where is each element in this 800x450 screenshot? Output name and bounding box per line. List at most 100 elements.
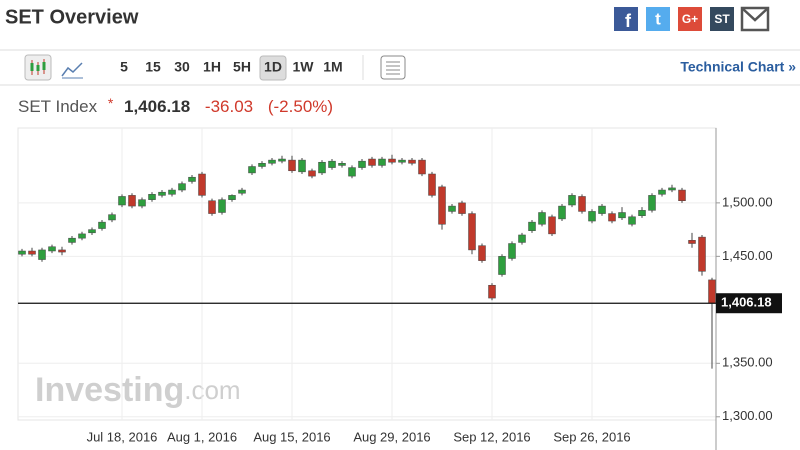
interval-button[interactable]: 1H — [203, 59, 221, 75]
last-price-label: 1,406.18 — [721, 295, 772, 310]
x-tick-label: Sep 26, 2016 — [553, 429, 630, 444]
candle-body — [558, 205, 566, 220]
interval-active-bg — [259, 55, 287, 81]
candle-body — [548, 216, 556, 235]
mail-flap — [742, 8, 768, 22]
interval-button[interactable]: 1W — [293, 59, 315, 75]
x-tick-label: Sep 12, 2016 — [453, 429, 530, 444]
twitter-icon[interactable] — [646, 7, 670, 31]
y-tick-label: 1,450.00 — [722, 248, 773, 263]
x-tick-label: Aug 15, 2016 — [253, 429, 330, 444]
candle-body — [598, 205, 606, 214]
quote-line: SET Index * 1,406.18 -36.03 (-2.50%) — [18, 93, 333, 116]
x-tick-label: Aug 29, 2016 — [353, 429, 430, 444]
candle-body — [498, 256, 506, 275]
candle-body — [58, 249, 66, 253]
y-tick-label: 1,500.00 — [722, 194, 773, 209]
candle-body — [508, 243, 516, 259]
candle-body — [458, 202, 466, 214]
candle-body — [608, 213, 616, 222]
candle-body — [398, 159, 406, 163]
candle-body — [438, 186, 446, 225]
candle-body — [88, 229, 96, 234]
interval-button[interactable]: 15 — [145, 59, 161, 75]
candle-body — [378, 158, 386, 166]
candle-body — [708, 279, 716, 304]
facebook-icon[interactable] — [614, 7, 638, 31]
candle-body — [428, 173, 436, 196]
twitter-letter: t — [655, 9, 661, 28]
candle-body — [638, 210, 646, 216]
calendar-button[interactable] — [380, 55, 406, 80]
candle-body — [268, 159, 276, 164]
change-percent: (-2.50%) — [268, 97, 333, 116]
candle-body — [178, 183, 186, 191]
candle-body — [188, 176, 196, 182]
plot: 1,300.00 1,350.00 1,450.00 1,500.00 Jul 18, … — [18, 128, 782, 450]
candle-body — [338, 163, 346, 166]
stocktwits-letter: ST — [714, 12, 730, 26]
stocktwits-icon[interactable] — [710, 7, 734, 31]
gplus-icon[interactable] — [678, 7, 702, 31]
candle-body — [218, 199, 226, 213]
facebook-letter: f — [625, 11, 632, 31]
candle-body — [248, 166, 256, 174]
candle-body — [38, 249, 46, 260]
candle-body — [568, 195, 576, 206]
candle-body — [698, 236, 706, 272]
share-icons: f t G+ ST — [614, 6, 770, 32]
interval-button[interactable]: 1M — [323, 59, 342, 75]
last-price: 1,406.18 — [124, 97, 190, 116]
candle-body — [258, 163, 266, 167]
interval-button[interactable]: 5H — [233, 59, 251, 75]
candle-body — [208, 200, 216, 214]
candle-body — [618, 212, 626, 219]
candle-body — [128, 195, 136, 207]
candle-body — [648, 195, 656, 211]
candle-body — [488, 284, 496, 299]
candle-body — [168, 189, 176, 195]
line-type-button[interactable] — [61, 62, 83, 77]
candle-body — [28, 250, 36, 255]
candle-body — [238, 189, 246, 194]
candle-body — [678, 189, 686, 201]
candle-icon-bodies — [30, 62, 46, 71]
x-tick-label: Jul 18, 2016 — [87, 429, 158, 444]
interval-button[interactable]: 5 — [120, 59, 128, 75]
candle-body — [288, 159, 296, 172]
candle-body — [118, 196, 126, 206]
gplus-letter: G+ — [682, 12, 698, 26]
interval-button[interactable]: 30 — [174, 59, 190, 75]
watermark-brand: Investing — [35, 371, 184, 409]
candle-body — [348, 167, 356, 177]
watermark-suffix: .com — [184, 375, 240, 405]
candle-body — [98, 221, 106, 229]
candle-body — [518, 234, 526, 243]
candle-body — [158, 191, 166, 196]
candle-body — [668, 187, 676, 191]
candle-body — [228, 195, 236, 200]
candle-body — [468, 213, 476, 251]
candle-body — [68, 237, 76, 243]
candle-body — [658, 189, 666, 195]
candle-body — [588, 211, 596, 222]
candle-body — [578, 196, 586, 212]
candle-body — [388, 158, 396, 163]
last-price-tag — [716, 293, 782, 314]
page-title: SET Overview — [5, 6, 139, 28]
y-tick-label: 1,350.00 — [722, 355, 773, 370]
technical-chart-link[interactable]: Technical Chart » — [680, 59, 796, 75]
change: -36.03 — [205, 97, 253, 116]
star: * — [108, 95, 114, 111]
interval-button[interactable]: 1D — [264, 59, 282, 75]
candle-body — [528, 221, 536, 231]
candle-body — [78, 233, 86, 239]
candle-body — [318, 161, 326, 174]
candle-body — [328, 160, 336, 168]
interval-buttons: 5 15 30 1H 5H 1D 1W 1M — [120, 55, 343, 81]
index-name: SET Index — [18, 97, 98, 116]
candle-body — [48, 246, 56, 252]
candle-body — [368, 158, 376, 166]
x-tick-label: Aug 1, 2016 — [167, 429, 237, 444]
candle-body — [298, 159, 306, 173]
